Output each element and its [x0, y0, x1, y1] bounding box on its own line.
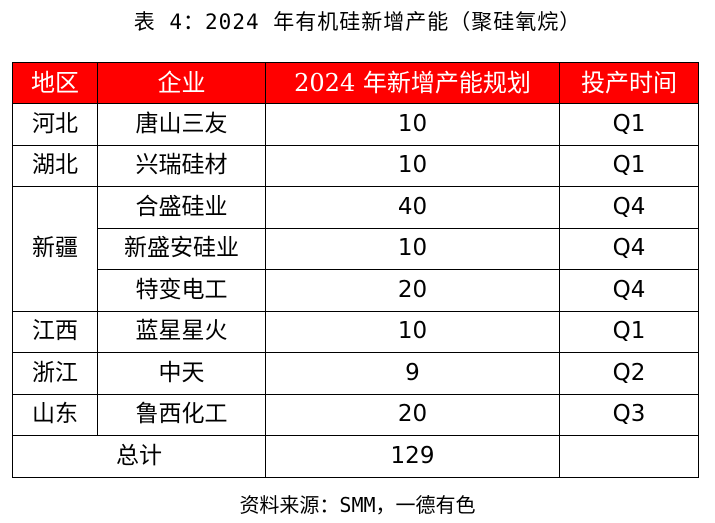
table-row: 湖北 兴瑞硅材 10 Q1: [12, 144, 699, 187]
capacity-cell: 10: [265, 310, 560, 353]
region-cell: 江西: [12, 310, 98, 353]
time-cell: Q1: [559, 103, 699, 146]
table-row: 新盛安硅业 10 Q4: [13, 227, 699, 270]
table-row: 山东 鲁西化工 20 Q3: [12, 393, 699, 436]
total-time-cell: [559, 435, 699, 478]
region-cell: 河北: [12, 103, 98, 146]
time-cell: Q4: [559, 227, 699, 270]
table-row: 特变电工 20 Q4: [13, 269, 699, 312]
total-label: 总计: [12, 435, 266, 478]
company-cell: 合盛硅业: [97, 186, 266, 229]
header-time: 投产时间: [559, 62, 699, 104]
table-row: 新疆 合盛硅业 40 Q4: [12, 186, 699, 312]
time-cell: Q1: [559, 310, 699, 353]
time-cell: Q3: [559, 393, 699, 436]
capacity-cell: 20: [265, 269, 560, 312]
company-cell: 蓝星星火: [97, 310, 266, 353]
header-row: 地区 企业 2024 年新增产能规划 投产时间: [12, 62, 699, 104]
region-cell: 浙江: [12, 352, 98, 395]
region-cell: 湖北: [12, 144, 98, 187]
time-cell: Q4: [559, 186, 699, 229]
region-cell: 山东: [12, 393, 98, 436]
company-cell: 中天: [97, 352, 266, 395]
company-cell: 新盛安硅业: [97, 227, 266, 270]
region-cell-merged: 新疆: [12, 186, 98, 312]
company-cell: 唐山三友: [97, 103, 266, 146]
header-company: 企业: [97, 62, 266, 104]
header-region: 地区: [12, 62, 98, 104]
company-cell: 鲁西化工: [97, 393, 266, 436]
capacity-table: 地区 企业 2024 年新增产能规划 投产时间 河北 唐山三友 10 Q1 湖北…: [12, 62, 699, 478]
table-row: 浙江 中天 9 Q2: [12, 352, 699, 395]
capacity-cell: 20: [265, 393, 560, 436]
company-cell: 兴瑞硅材: [97, 144, 266, 187]
header-capacity: 2024 年新增产能规划: [265, 62, 560, 104]
company-cell: 特变电工: [97, 269, 266, 312]
time-cell: Q2: [559, 352, 699, 395]
total-value: 129: [265, 435, 560, 478]
table-title: 表 4：2024 年有机硅新增产能（聚硅氧烷）: [133, 10, 582, 34]
total-row: 总计 129: [12, 435, 699, 478]
capacity-cell: 10: [265, 227, 560, 270]
capacity-cell: 10: [265, 144, 560, 187]
table-row: 河北 唐山三友 10 Q1: [12, 103, 699, 146]
table-row: 江西 蓝星星火 10 Q1: [12, 310, 699, 353]
source-note: 资料来源：SMM，一德有色: [239, 493, 476, 517]
capacity-cell: 10: [265, 103, 560, 146]
capacity-cell: 9: [265, 352, 560, 395]
capacity-cell: 40: [265, 186, 560, 229]
time-cell: Q4: [559, 269, 699, 312]
time-cell: Q1: [559, 144, 699, 187]
